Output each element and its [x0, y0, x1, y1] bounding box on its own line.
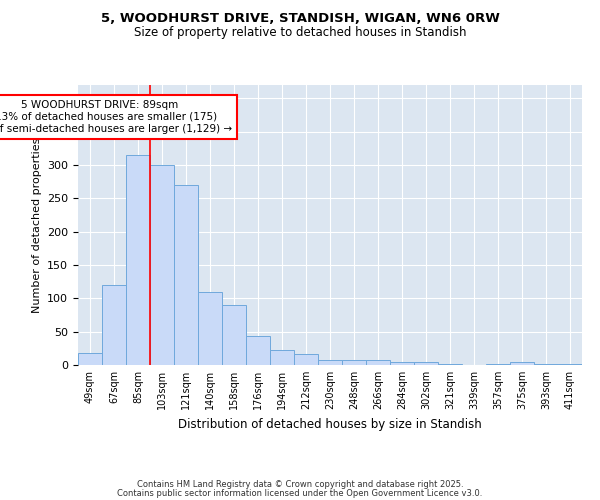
Bar [102, 285, 126, 365]
Text: Contains HM Land Registry data © Crown copyright and database right 2025.: Contains HM Land Registry data © Crown c… [137, 480, 463, 489]
Bar [78, 353, 102, 365]
Bar [198, 292, 222, 365]
Bar [318, 360, 342, 365]
X-axis label: Distribution of detached houses by size in Standish: Distribution of detached houses by size … [178, 418, 482, 430]
Bar [342, 360, 366, 365]
Bar [366, 360, 390, 365]
Text: 5 WOODHURST DRIVE: 89sqm
← 13% of detached houses are smaller (175)
86% of semi-: 5 WOODHURST DRIVE: 89sqm ← 13% of detach… [0, 100, 232, 134]
Bar [438, 364, 462, 365]
Bar [534, 364, 558, 365]
Bar [486, 364, 510, 365]
Bar [150, 165, 174, 365]
Bar [126, 155, 150, 365]
Bar [558, 364, 582, 365]
Bar [390, 362, 414, 365]
Text: Size of property relative to detached houses in Standish: Size of property relative to detached ho… [134, 26, 466, 39]
Bar [222, 305, 246, 365]
Text: Contains public sector information licensed under the Open Government Licence v3: Contains public sector information licen… [118, 488, 482, 498]
Text: 5, WOODHURST DRIVE, STANDISH, WIGAN, WN6 0RW: 5, WOODHURST DRIVE, STANDISH, WIGAN, WN6… [101, 12, 499, 26]
Bar [510, 362, 534, 365]
Bar [246, 336, 270, 365]
Y-axis label: Number of detached properties: Number of detached properties [32, 138, 41, 312]
Bar [414, 362, 438, 365]
Bar [174, 185, 198, 365]
Bar [294, 354, 318, 365]
Bar [270, 350, 294, 365]
